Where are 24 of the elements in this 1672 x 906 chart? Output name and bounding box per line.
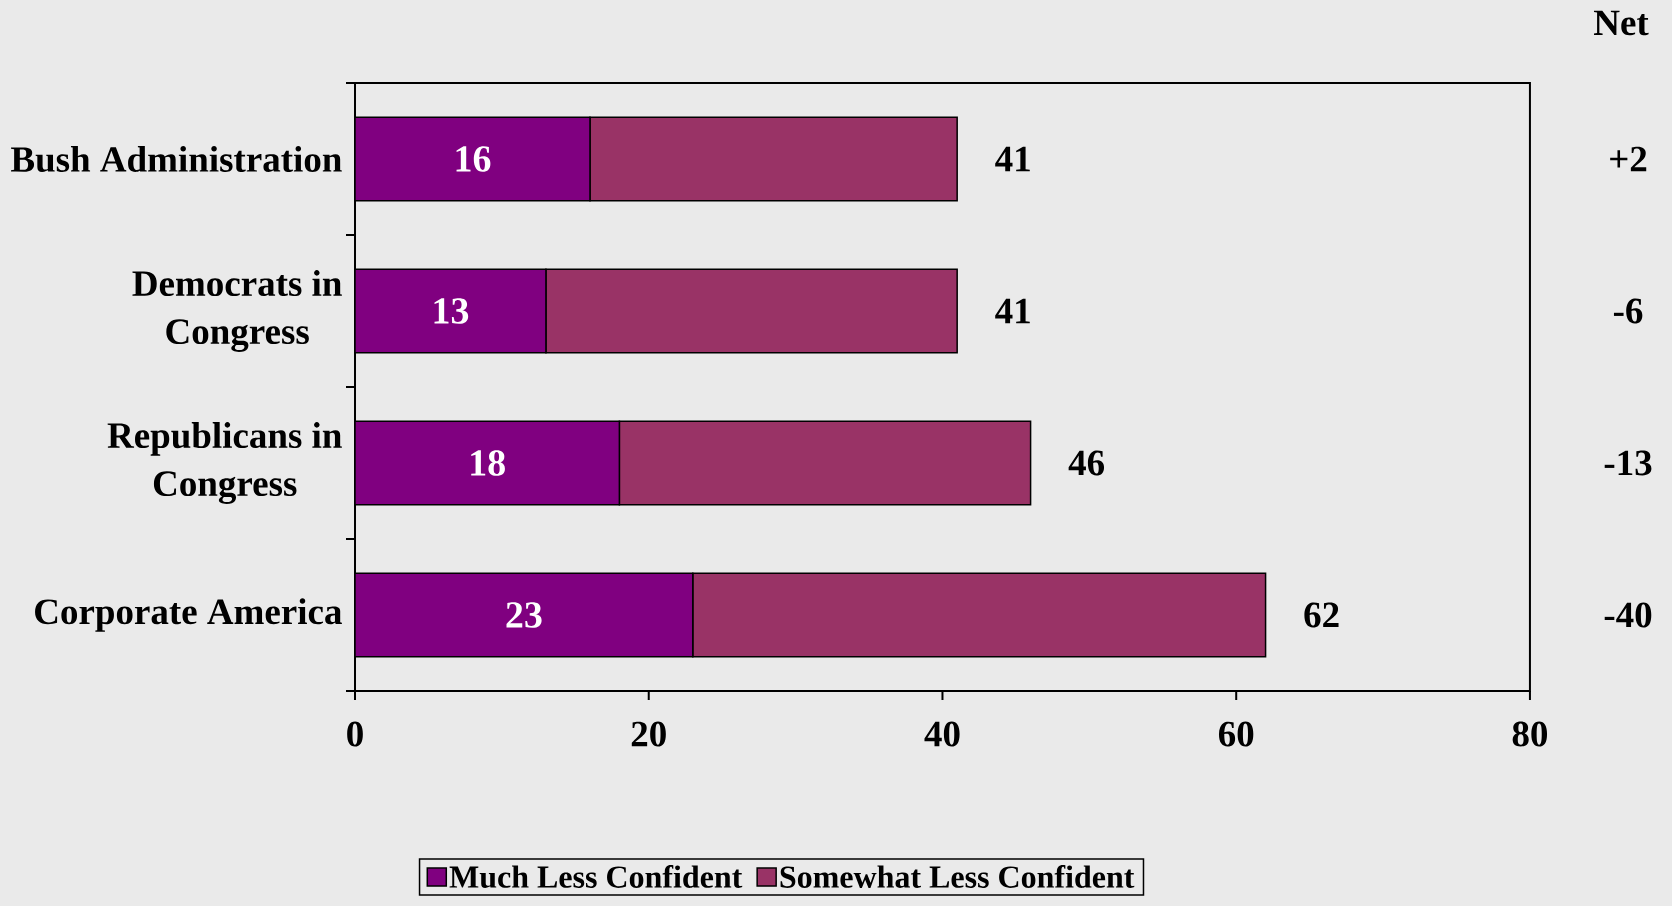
y-tick-label: Democrats in Congress <box>132 270 342 352</box>
total-label: 41 <box>995 298 1030 324</box>
y-tick-label: Republicans in Congress <box>107 422 342 504</box>
x-tick-label: 0 <box>347 721 363 747</box>
x-tick-label: 20 <box>631 721 666 747</box>
y-tick-label: Corporate America <box>35 598 342 632</box>
x-tick-label: 40 <box>924 721 960 747</box>
text: +2 <box>1610 146 1647 172</box>
text: -6 <box>1613 298 1643 324</box>
legend-label: Much Less Confident <box>449 865 743 888</box>
data-label: 16 <box>456 146 491 172</box>
text: Net <box>1593 10 1649 36</box>
total-label: 46 <box>1068 450 1105 476</box>
x-tick-label: 60 <box>1218 721 1254 747</box>
text: -13 <box>1604 450 1652 476</box>
data-label: 23 <box>506 602 542 628</box>
total-label: 62 <box>1304 602 1339 628</box>
legend-label: Somewhat Less Confident <box>780 865 1135 888</box>
data-label: 13 <box>434 298 469 324</box>
total-label: 41 <box>995 146 1030 172</box>
y-tick-label: Bush Administration <box>11 145 342 173</box>
x-tick-label: 80 <box>1512 721 1548 747</box>
data-label: 18 <box>471 450 505 476</box>
text: -40 <box>1604 602 1652 628</box>
